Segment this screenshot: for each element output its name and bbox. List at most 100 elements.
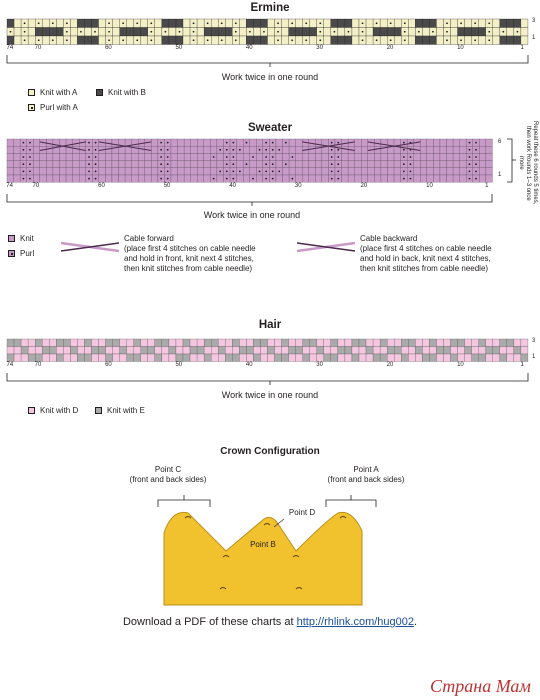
purl-mark bbox=[417, 30, 420, 33]
chart-cell bbox=[267, 338, 275, 347]
chart-cell bbox=[236, 153, 244, 161]
pdf-link[interactable]: http://rhlink.com/hug002 bbox=[296, 616, 414, 628]
chart-cell bbox=[225, 353, 233, 362]
purl-mark bbox=[409, 156, 412, 158]
cable-cross bbox=[39, 141, 86, 152]
chart-cell bbox=[401, 346, 409, 355]
chart-cell bbox=[35, 27, 43, 37]
chart-cell bbox=[520, 338, 529, 347]
purl-mark bbox=[245, 163, 248, 166]
purl-mark bbox=[460, 39, 462, 42]
purl-mark bbox=[22, 177, 25, 180]
point-a-name: Point A bbox=[353, 465, 379, 474]
chart-cell bbox=[72, 146, 80, 154]
hair-round-1: 1 bbox=[532, 354, 536, 360]
purl-mark bbox=[88, 163, 90, 166]
stitch-number: 50 bbox=[175, 45, 183, 51]
purl-mark bbox=[337, 141, 340, 144]
chart-cell bbox=[281, 35, 289, 45]
chart-cell bbox=[13, 174, 21, 183]
chart-cell bbox=[380, 174, 388, 183]
chart-cell bbox=[446, 153, 454, 161]
chart-cell bbox=[59, 153, 67, 161]
purl-mark bbox=[446, 39, 448, 42]
purl-mark bbox=[265, 170, 268, 173]
chart-cell bbox=[98, 167, 106, 176]
chart-cell bbox=[246, 35, 254, 45]
chart-cell bbox=[182, 338, 191, 347]
chart-cell bbox=[478, 353, 486, 362]
purl-mark bbox=[284, 141, 287, 144]
chart-cell bbox=[126, 27, 134, 37]
stitch-number: 74 bbox=[6, 45, 14, 51]
point-c-label: Point C (front and back sides) bbox=[118, 465, 218, 485]
purl-mark bbox=[219, 148, 222, 151]
chart-cell bbox=[20, 353, 29, 362]
purl-mark bbox=[51, 22, 54, 25]
chart-cell bbox=[256, 174, 263, 183]
chart-cell bbox=[485, 146, 493, 154]
stitch-number: 1 bbox=[485, 183, 489, 189]
chart-cell bbox=[433, 153, 441, 161]
chart-cell bbox=[56, 18, 64, 28]
chart-cell bbox=[471, 353, 479, 362]
chart-cell bbox=[485, 346, 493, 355]
chart-cell bbox=[124, 174, 132, 183]
purl-mark bbox=[375, 22, 378, 25]
chart-cell bbox=[485, 167, 493, 176]
chart-cell bbox=[485, 160, 493, 168]
chart-cell bbox=[13, 35, 22, 45]
purl-mark bbox=[234, 22, 237, 25]
chart-cell bbox=[105, 346, 113, 355]
chart-cell bbox=[485, 174, 493, 183]
chart-cell bbox=[415, 35, 423, 45]
chart-cell bbox=[393, 174, 401, 183]
chart-cell bbox=[42, 338, 50, 347]
purl-mark bbox=[192, 30, 195, 33]
chart-cell bbox=[154, 35, 163, 45]
chart-cell bbox=[429, 346, 437, 355]
purl-mark bbox=[108, 30, 110, 33]
chart-cell bbox=[372, 338, 381, 347]
sweater-bracket bbox=[6, 194, 493, 206]
purl-mark bbox=[409, 177, 412, 180]
chart-cell bbox=[464, 27, 472, 37]
chart-cell bbox=[446, 138, 454, 147]
purl-mark bbox=[206, 22, 209, 25]
chart-cell bbox=[459, 138, 467, 147]
legend-knit-with-a: Knit with A bbox=[28, 88, 118, 97]
chart-cell bbox=[52, 153, 60, 161]
stitch-number: 30 bbox=[316, 362, 323, 368]
chart-cell bbox=[46, 167, 54, 176]
chart-cell bbox=[6, 153, 14, 161]
chart-cell bbox=[288, 146, 296, 154]
chart-cell bbox=[492, 27, 500, 37]
chart-cell bbox=[485, 353, 493, 362]
chart-cell bbox=[309, 346, 317, 355]
purl-mark bbox=[22, 163, 25, 166]
stitch-number: 50 bbox=[175, 362, 183, 368]
purl-mark bbox=[136, 39, 139, 42]
chart-cell bbox=[154, 27, 163, 37]
chart-cell bbox=[239, 353, 247, 362]
purl-mark bbox=[330, 141, 333, 144]
chart-cell bbox=[183, 167, 191, 176]
chart-cell bbox=[175, 35, 184, 45]
chart-cell bbox=[459, 146, 467, 154]
purl-mark bbox=[136, 22, 139, 25]
chart-cell bbox=[415, 18, 423, 28]
chart-cell bbox=[190, 146, 198, 154]
purl-mark bbox=[488, 30, 491, 33]
chart-cell bbox=[408, 27, 416, 37]
chart-cell bbox=[439, 160, 447, 168]
chart-cell bbox=[84, 35, 92, 45]
ermine-work-note: Work twice in one round bbox=[221, 72, 319, 82]
purl-mark bbox=[160, 148, 163, 151]
chart-cell bbox=[196, 346, 205, 355]
cable-cross bbox=[98, 141, 152, 152]
chart-cell bbox=[337, 27, 346, 37]
chart-cell bbox=[13, 160, 21, 168]
chart-cell bbox=[190, 160, 198, 168]
chart-cell bbox=[119, 346, 127, 355]
chart-cell bbox=[457, 27, 465, 37]
